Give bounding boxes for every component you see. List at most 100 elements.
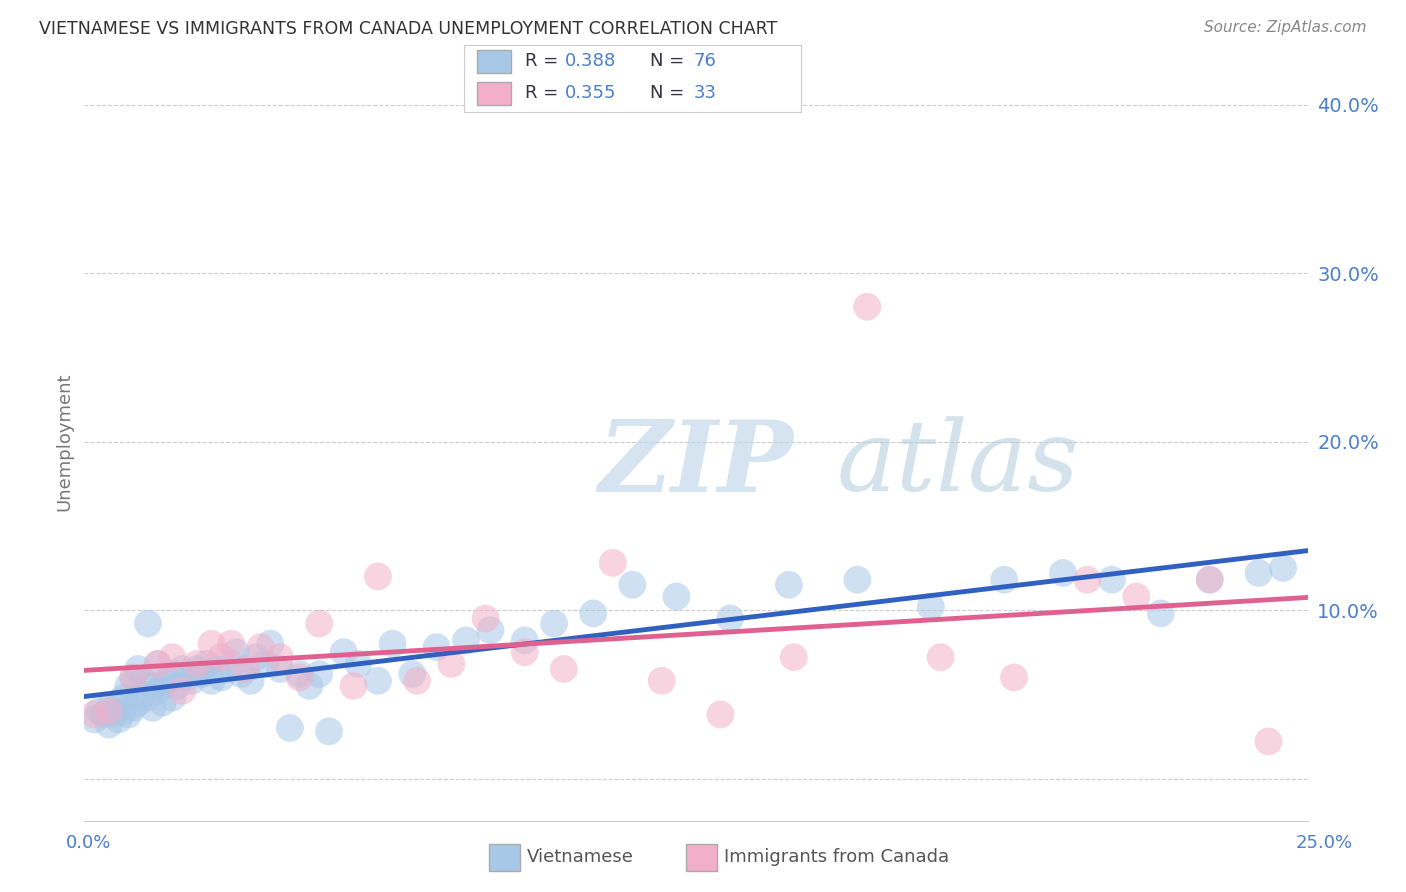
Point [513, 645, 536, 659]
Point [993, 573, 1015, 587]
Point [513, 633, 536, 648]
Point [342, 679, 364, 693]
Point [474, 611, 496, 625]
Point [181, 673, 204, 688]
Point [1076, 573, 1098, 587]
Point [225, 645, 247, 659]
Point [783, 650, 806, 665]
Point [122, 700, 145, 714]
Text: R =: R = [524, 53, 564, 70]
Point [259, 637, 281, 651]
Point [209, 650, 232, 665]
Point [621, 578, 644, 592]
Text: N =: N = [650, 53, 689, 70]
Point [298, 679, 321, 693]
Point [132, 687, 155, 701]
Point [146, 684, 169, 698]
Text: 0.0%: 0.0% [66, 834, 111, 852]
Point [93, 707, 115, 722]
Point [186, 657, 208, 671]
Text: 0.355: 0.355 [565, 85, 617, 103]
Point [87, 704, 110, 718]
Point [146, 657, 169, 671]
Point [553, 662, 575, 676]
Point [209, 670, 232, 684]
Point [440, 657, 463, 671]
Point [239, 673, 262, 688]
Point [162, 667, 184, 681]
Point [308, 667, 330, 681]
Point [107, 696, 129, 710]
Point [186, 662, 208, 676]
Point [166, 679, 188, 693]
Point [172, 662, 194, 676]
Point [920, 599, 942, 614]
Point [195, 657, 218, 671]
Text: N =: N = [650, 85, 689, 103]
Point [132, 673, 155, 688]
Point [176, 670, 198, 684]
Point [288, 670, 311, 684]
Point [381, 637, 404, 651]
Point [1125, 590, 1147, 604]
Text: Vietnamese: Vietnamese [527, 848, 634, 866]
Text: atlas: atlas [837, 417, 1080, 512]
Point [254, 657, 277, 671]
Point [602, 556, 624, 570]
Point [269, 662, 291, 676]
Point [665, 590, 688, 604]
Text: Immigrants from Canada: Immigrants from Canada [724, 848, 949, 866]
Point [1101, 573, 1123, 587]
Point [152, 696, 174, 710]
Point [97, 704, 120, 718]
Text: 0.388: 0.388 [565, 53, 616, 70]
Point [172, 684, 194, 698]
Point [127, 696, 149, 710]
Point [846, 573, 869, 587]
Point [156, 673, 179, 688]
Point [219, 637, 242, 651]
Point [778, 578, 800, 592]
Point [288, 667, 311, 681]
Text: 33: 33 [693, 85, 717, 103]
Point [1150, 607, 1173, 621]
Point [219, 657, 242, 671]
Point [112, 704, 135, 718]
Point [200, 673, 222, 688]
Point [200, 637, 222, 651]
Point [97, 717, 120, 731]
Point [367, 673, 389, 688]
Point [856, 300, 879, 314]
Point [1002, 670, 1025, 684]
Point [278, 721, 301, 735]
Point [107, 713, 129, 727]
FancyBboxPatch shape [478, 50, 512, 73]
FancyBboxPatch shape [478, 82, 512, 104]
Point [191, 667, 214, 681]
Point [122, 670, 145, 684]
Point [1198, 573, 1220, 587]
Point [318, 724, 340, 739]
Point [651, 673, 673, 688]
Point [122, 670, 145, 684]
Text: ZIP: ZIP [598, 416, 793, 513]
Point [117, 679, 139, 693]
Text: Source: ZipAtlas.com: Source: ZipAtlas.com [1204, 20, 1367, 35]
Point [97, 700, 120, 714]
Point [229, 667, 252, 681]
Point [479, 624, 502, 638]
Text: 76: 76 [693, 53, 716, 70]
Point [718, 611, 741, 625]
Point [142, 679, 165, 693]
Point [152, 679, 174, 693]
Point [1257, 734, 1279, 748]
Point [142, 700, 165, 714]
Point [367, 569, 389, 583]
Point [929, 650, 952, 665]
Point [235, 662, 257, 676]
Point [162, 690, 184, 705]
Point [103, 707, 125, 722]
Point [83, 713, 105, 727]
Point [426, 640, 449, 654]
Point [112, 690, 135, 705]
